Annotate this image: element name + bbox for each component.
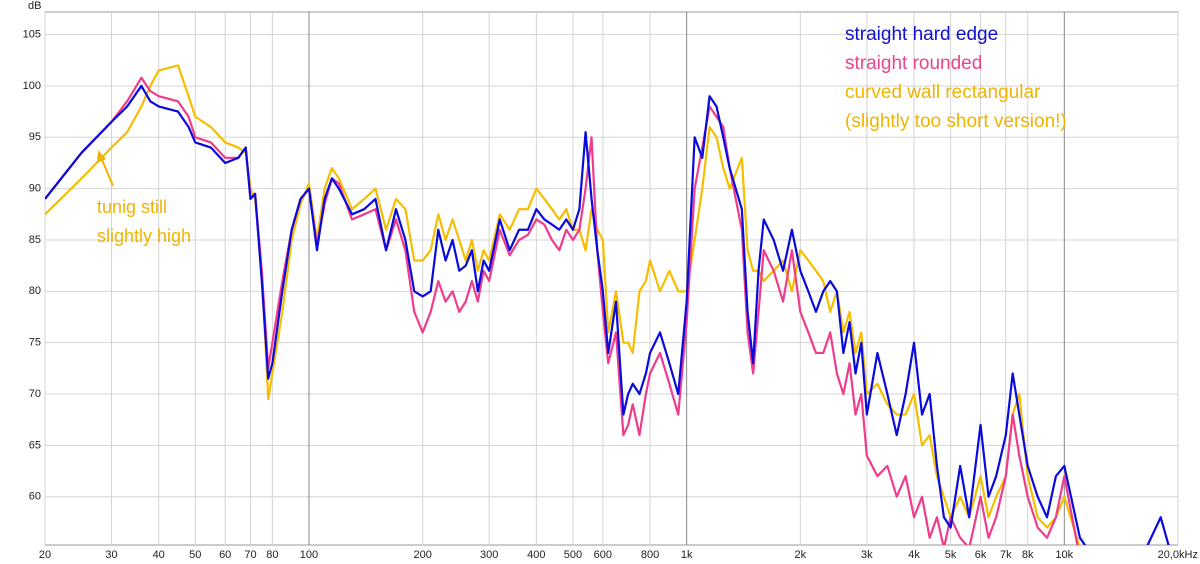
- x-tick-label: 800: [641, 549, 659, 561]
- x-tick-label: 70: [244, 549, 256, 561]
- legend-entry: straight rounded: [845, 53, 982, 74]
- x-tick-label: 60: [219, 549, 231, 561]
- y-tick-label: 80: [29, 285, 41, 297]
- x-tick-label: 80: [266, 549, 278, 561]
- x-tick-label: 20: [39, 549, 51, 561]
- y-tick-label: 105: [23, 28, 41, 40]
- x-tick-label: 8k: [1022, 549, 1034, 561]
- x-tick-label: 40: [153, 549, 165, 561]
- x-tick-label: 10k: [1055, 549, 1073, 561]
- y-tick-label: 60: [29, 491, 41, 503]
- plot-area: [44, 11, 1179, 546]
- x-tick-label: 5k: [945, 549, 957, 561]
- y-tick-label: 70: [29, 388, 41, 400]
- x-tick-label: 200: [413, 549, 431, 561]
- annotation-arrow: [97, 150, 114, 187]
- legend-entry: curved wall rectangular: [845, 82, 1041, 103]
- y-tick-label: 90: [29, 183, 41, 195]
- y-tick-label: 75: [29, 337, 41, 349]
- x-tick-label: 1k: [681, 549, 693, 561]
- x-tick-label: 7k: [1000, 549, 1012, 561]
- x-tick-label: 6k: [975, 549, 987, 561]
- x-tick-label: 50: [189, 549, 201, 561]
- x-tick-label: 600: [594, 549, 612, 561]
- legend-entry: straight hard edge: [845, 24, 998, 45]
- y-axis-label: dB: [28, 0, 41, 12]
- annotation: slightly high: [97, 226, 191, 246]
- x-tick-label: 20,0kHz: [1158, 549, 1198, 561]
- y-tick-label: 95: [29, 131, 41, 143]
- x-tick-label: 4k: [908, 549, 920, 561]
- x-tick-label: 300: [480, 549, 498, 561]
- x-tick-label: 500: [564, 549, 582, 561]
- x-tick-label: 400: [527, 549, 545, 561]
- x-tick-label: 2k: [795, 549, 807, 561]
- annotation: tunig still: [97, 197, 167, 217]
- y-tick-label: 65: [29, 439, 41, 451]
- y-tick-label: 85: [29, 234, 41, 246]
- series-line: [45, 84, 1170, 545]
- legend-entry: (slightly too short version!): [845, 111, 1067, 132]
- x-tick-label: 100: [300, 549, 318, 561]
- y-tick-label: 100: [23, 80, 41, 92]
- x-tick-label: 3k: [861, 549, 873, 561]
- x-tick-label: 30: [105, 549, 117, 561]
